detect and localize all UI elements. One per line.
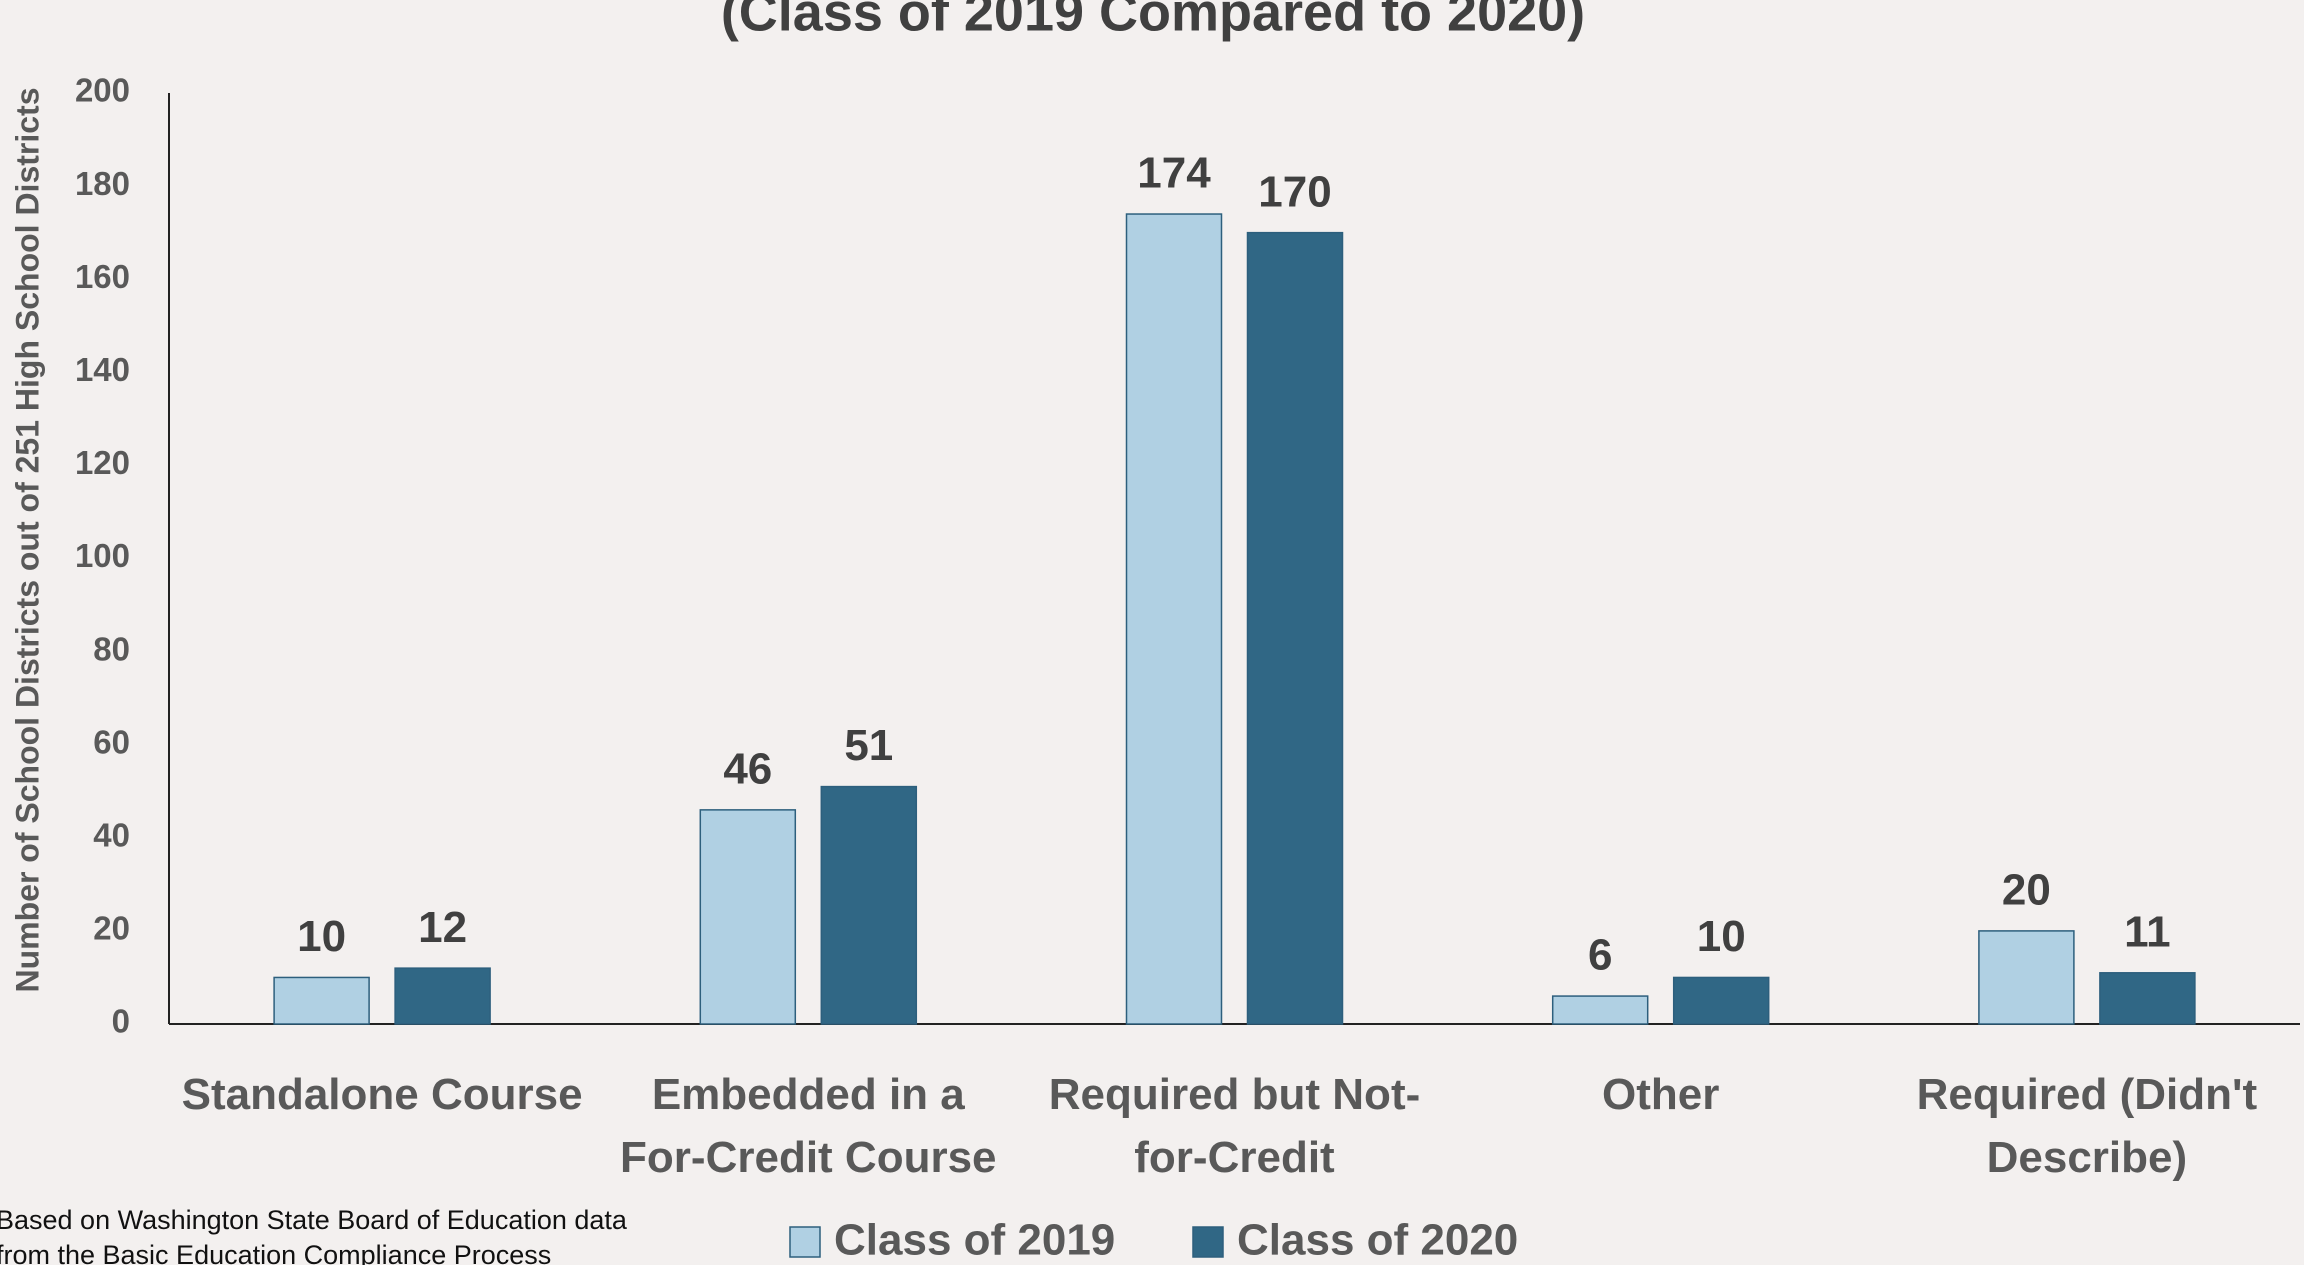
legend-swatch [789,1226,821,1258]
y-tick-label: 20 [93,910,130,947]
x-tick-label: Required (Didn't Describe) [1916,1070,2258,1182]
data-label: 10 [1697,912,1746,961]
x-tick-label: Other [1602,1070,1720,1119]
y-tick-label: 40 [93,817,130,854]
footnote: from the Basic Education Compliance Proc… [0,1240,551,1265]
legend-label: Class of 2020 [1237,1216,1518,1265]
y-tick-label: 200 [75,72,130,109]
bar [2099,972,2196,1025]
y-tick-label: 60 [93,723,130,760]
legend-label: Class of 2019 [834,1216,1115,1265]
bar [1672,976,1770,1025]
bar [1125,213,1223,1025]
y-tick-label: 140 [75,351,130,388]
bar [394,967,491,1025]
bar [820,785,918,1025]
bar [699,809,797,1025]
data-label: 12 [418,903,467,952]
data-label: 10 [297,912,346,961]
y-tick-label: 160 [75,258,130,295]
bar [1978,930,2075,1025]
chart-title: (Class of 2019 Compared to 2020) [721,0,1585,42]
bar [273,976,370,1025]
y-tick-label: 0 [112,1003,130,1040]
x-tick-label: Standalone Course [181,1070,583,1119]
y-axis-label: Number of School Districts out of 251 Hi… [9,88,45,993]
data-label: 170 [1258,167,1331,216]
data-label: 174 [1137,149,1211,198]
data-label: 46 [723,744,772,793]
y-tick-label: 180 [75,165,130,202]
x-tick-label: Embedded in a For-Credit Course [620,1070,997,1182]
y-tick-label: 80 [93,630,130,667]
y-tick-label: 120 [75,444,130,481]
data-label: 6 [1588,931,1612,980]
bar [1246,231,1344,1025]
y-tick-label: 100 [75,537,130,574]
data-label: 51 [844,721,893,770]
legend-swatch [1192,1226,1224,1258]
x-tick-label: Required but Not- for-Credit [1048,1070,1421,1182]
bar [1551,995,1649,1025]
footnote: Based on Washington State Board of Educa… [0,1205,628,1235]
data-label: 11 [2124,907,2171,956]
data-label: 20 [2002,866,2051,915]
